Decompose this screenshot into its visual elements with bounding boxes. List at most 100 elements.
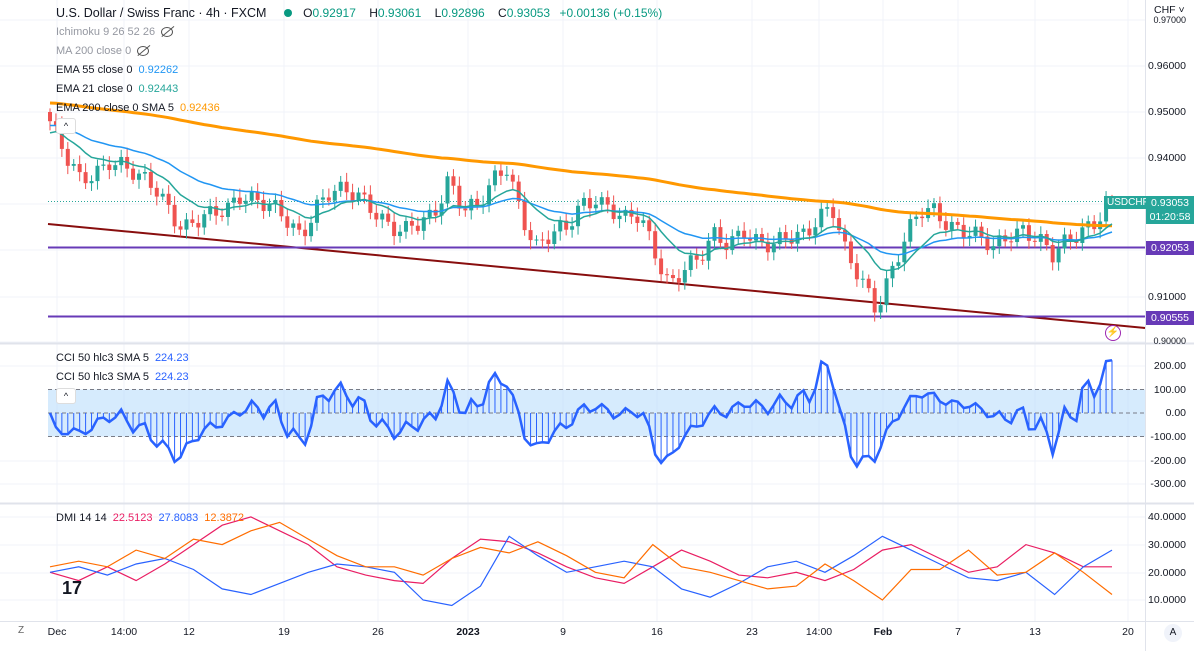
candle-body (801, 228, 806, 232)
hidden-eye-icon[interactable] (137, 46, 150, 57)
indicator-ema55[interactable]: EMA 55 close 0 0.92262 (56, 64, 179, 76)
cci-legend-2[interactable]: CCI 50 hlc3 SMA 5 224.23 (56, 371, 189, 383)
candle-body (765, 241, 770, 253)
currency-selector[interactable]: CHF ˅ (1154, 4, 1185, 16)
candle-body (1104, 199, 1109, 222)
indicator-ema200[interactable]: EMA 200 close 0 SMA 5 0.92436 (56, 102, 220, 114)
candle-body (356, 192, 361, 201)
candle-body (706, 240, 711, 261)
candle-body (819, 208, 824, 228)
candle-body (332, 190, 337, 201)
price-tick: 0.94000 (1148, 152, 1186, 164)
candle-body (492, 170, 497, 186)
dmi-tick: 10.0000 (1148, 594, 1186, 606)
candle-body (641, 220, 646, 223)
candle-body (1009, 241, 1014, 243)
candle-body (1021, 225, 1026, 229)
candle-body (320, 197, 325, 200)
dmi-minus-line (49, 535, 1113, 607)
candle-body (220, 215, 225, 217)
cci-legend[interactable]: CCI 50 hlc3 SMA 5 224.23 (56, 352, 189, 364)
hidden-eye-icon[interactable] (161, 27, 174, 38)
candle-body (131, 168, 136, 180)
candle-body (463, 208, 468, 211)
candle-body (843, 230, 848, 242)
candle-body (587, 197, 592, 209)
candle-body (736, 230, 741, 237)
candle-body (576, 205, 581, 227)
candle-body (261, 199, 266, 212)
candle-body (659, 258, 664, 275)
candle-body (730, 236, 735, 251)
candle-body (202, 214, 207, 228)
zoom-reset-button[interactable]: Z (18, 625, 25, 636)
candle-body (445, 176, 450, 204)
candle-body (267, 203, 272, 212)
cci-line (48, 359, 1113, 469)
candle-body (77, 163, 82, 173)
candle-body (160, 193, 165, 197)
candle-body (682, 270, 687, 283)
candle-body (581, 197, 586, 206)
symbol-legend: U.S. Dollar / Swiss Franc · 4h · FXCM O0… (56, 6, 663, 20)
candle-body (433, 209, 438, 216)
candle-body (237, 197, 242, 204)
candle-body (1056, 248, 1061, 263)
candle-body (837, 218, 842, 231)
candle-body (291, 223, 296, 228)
candle-body (670, 275, 675, 279)
candle-body (415, 225, 420, 231)
candle-body (1044, 234, 1049, 246)
tradingview-logo[interactable]: 17 (62, 578, 83, 598)
adx-line (49, 521, 1113, 601)
candle-body (439, 203, 444, 216)
candle-body (487, 185, 492, 205)
dmi-tick: 40.0000 (1148, 511, 1186, 523)
dmi-plus-line (49, 516, 1112, 585)
candle-body (807, 228, 812, 236)
indicator-ma200[interactable]: MA 200 close 0 (56, 45, 150, 57)
candle-body (231, 197, 236, 203)
dmi-legend[interactable]: DMI 14 14 22.5123 27.8083 12.3872 (56, 512, 245, 524)
candle-body (1026, 225, 1031, 241)
auto-scale-button[interactable]: A (1164, 624, 1182, 642)
candle-body (991, 246, 996, 251)
candle-body (172, 204, 177, 227)
candle-body (249, 191, 254, 201)
candle-body (386, 213, 391, 222)
candle-body (303, 229, 308, 237)
candle-body (53, 121, 58, 126)
price-tick: 0.91000 (1148, 291, 1186, 303)
time-label: 16 (651, 626, 663, 638)
time-label: 13 (1029, 626, 1041, 638)
indicator-ema21[interactable]: EMA 21 close 0 0.92443 (56, 83, 179, 95)
candle-body (653, 231, 658, 259)
ema21-line (49, 130, 1113, 272)
candle-body (783, 232, 788, 240)
candle-body (902, 241, 907, 263)
time-label: 2023 (456, 626, 480, 638)
collapse-cci-legend-button[interactable]: ^ (56, 388, 76, 404)
candle-body (1015, 228, 1020, 243)
candle-body (742, 230, 747, 239)
candle-body (344, 181, 349, 193)
candle-body (314, 199, 319, 223)
collapse-legend-button[interactable]: ^ (56, 118, 76, 134)
alert-lightning-icon[interactable]: ⚡ (1105, 325, 1121, 341)
time-label: 14:00 (805, 626, 833, 638)
candle-body (937, 203, 942, 222)
time-label: 26 (372, 626, 384, 638)
horizontal-level-tag: 0.92053 (1146, 241, 1194, 255)
candle-body (83, 172, 88, 184)
candle-body (71, 163, 76, 166)
candle-body (860, 278, 865, 280)
candle-body (777, 232, 782, 245)
candle-body (148, 171, 153, 188)
indicator-ichimoku[interactable]: Ichimoku 9 26 52 26 (56, 26, 174, 38)
time-label: 19 (278, 626, 290, 638)
candle-body (914, 216, 919, 220)
candle-body (943, 221, 948, 230)
candle-body (831, 207, 836, 219)
candle-body (694, 255, 699, 260)
